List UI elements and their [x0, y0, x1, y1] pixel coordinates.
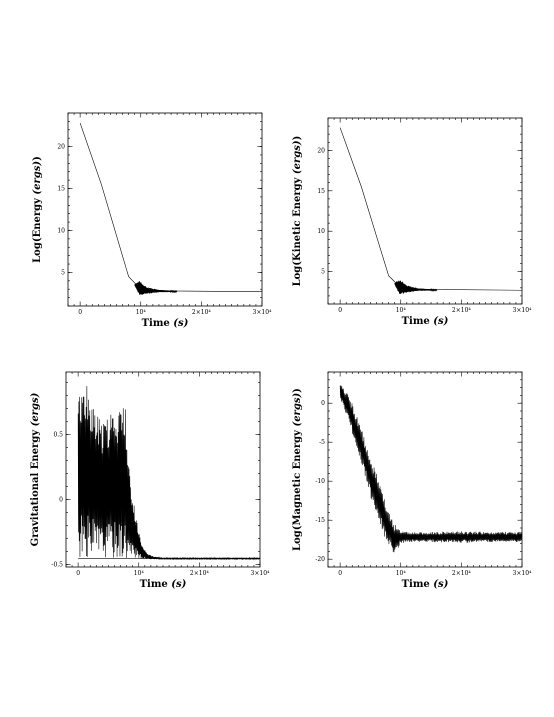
x-tick-label: 3×10⁴ [253, 309, 272, 316]
y-tick-label: 10 [57, 227, 65, 234]
oscillation-band-kinetic [394, 280, 438, 295]
x-tick-label: 2×10⁴ [452, 570, 471, 577]
chart-energy: 0 10⁴ 2×10⁴ 3×10⁴ 5 10 15 20 Time (s) Log(Energy … [32, 112, 272, 329]
y-axis-title-end: ) [292, 388, 303, 393]
x-axis-title-unit: (s) [433, 316, 448, 327]
x-tick-label: 10⁴ [396, 307, 407, 314]
x-tick-label: 2×10⁴ [452, 307, 471, 314]
x-axis-title-main: Time [402, 316, 434, 327]
chart-magnetic: 0 10⁴ 2×10⁴ 3×10⁴ -20 -15 -10 -5 0 Time (s) Log(Ma… [292, 371, 532, 590]
x-axis-title-main: Time [402, 579, 434, 590]
x-tick-label: 3×10⁴ [251, 570, 270, 577]
y-tick-label: 0 [59, 496, 63, 503]
y-tick-label: 0.5 [53, 431, 63, 438]
x-tick-label: 0 [78, 309, 82, 316]
plot-frame-energy [67, 112, 263, 307]
y-axis-title-main: Log(Magnetic Energy [292, 427, 303, 551]
y-axis-title-end: ) [32, 156, 43, 161]
y-axis-title: Log(Energy (ergs)) [32, 156, 43, 263]
y-axis-title: Log(Kinetic Energy (ergs)) [292, 136, 303, 287]
data-line-kinetic [339, 127, 523, 291]
data-signal-gravitational [77, 386, 261, 561]
y-axis-title-unit: (ergs) [32, 161, 43, 195]
x-axis-title: Time (s) [402, 316, 449, 327]
y-axis-title-unit: (ergs) [292, 140, 303, 174]
y-axis-title-main: Log(Energy [32, 195, 43, 263]
x-axis-title: Time (s) [142, 318, 189, 329]
y-tick-label: 15 [317, 188, 325, 195]
oscillation-band-energy [134, 281, 178, 295]
y-axis-title-main: Gravitational Energy [30, 426, 41, 546]
chart-kinetic: 0 10⁴ 2×10⁴ 3×10⁴ 5 10 15 20 Time (s) Log(Kinetic… [292, 117, 532, 327]
y-tick-label: 0 [321, 400, 325, 407]
x-tick-label: 2×10⁴ [190, 570, 209, 577]
x-tick-label: 10⁴ [136, 309, 147, 316]
chart-gravitational: 0 10⁴ 2×10⁴ 3×10⁴ -0.5 0 0.5 Time (s) Gravitatio… [30, 371, 270, 590]
x-tick-label: 3×10⁴ [513, 307, 532, 314]
x-tick-label: 10⁴ [396, 570, 407, 577]
x-axis-title-unit: (s) [173, 318, 188, 329]
plot-frame-kinetic [327, 117, 523, 305]
y-tick-label: -15 [315, 517, 325, 524]
y-tick-label: 5 [61, 269, 65, 276]
x-tick-label: 2×10⁴ [192, 309, 211, 316]
y-tick-label: 10 [317, 228, 325, 235]
y-tick-label: -0.5 [51, 561, 63, 568]
y-axis-title-unit: (ergs) [30, 392, 41, 426]
x-tick-label: 0 [338, 307, 342, 314]
y-tick-label: 15 [57, 186, 65, 193]
x-tick-label: 0 [76, 570, 80, 577]
y-tick-label: 20 [57, 144, 65, 151]
x-axis-title-unit: (s) [433, 579, 448, 590]
y-axis-title-unit: (ergs) [292, 393, 303, 427]
x-tick-label: 10⁴ [134, 570, 145, 577]
x-axis-title-main: Time [140, 579, 172, 590]
x-axis-title-main: Time [142, 318, 174, 329]
data-line-energy [79, 122, 263, 293]
y-tick-label: -10 [315, 478, 325, 485]
y-tick-label: 5 [321, 269, 325, 276]
x-axis-title: Time (s) [402, 579, 449, 590]
y-axis-title-main: Log(Kinetic Energy [292, 174, 303, 286]
y-axis-title: Log(Magnetic Energy (ergs)) [292, 388, 303, 551]
y-tick-label: -20 [315, 556, 325, 563]
y-axis-title-end: ) [292, 136, 303, 141]
y-axis-title: Gravitational Energy (ergs) [30, 392, 41, 546]
x-axis-title: Time (s) [140, 579, 187, 590]
x-axis-title-unit: (s) [171, 579, 186, 590]
data-signal-magnetic [339, 385, 523, 553]
y-tick-label: -5 [319, 439, 325, 446]
y-tick-label: 20 [317, 147, 325, 154]
x-tick-label: 3×10⁴ [513, 570, 532, 577]
x-tick-label: 0 [338, 570, 342, 577]
